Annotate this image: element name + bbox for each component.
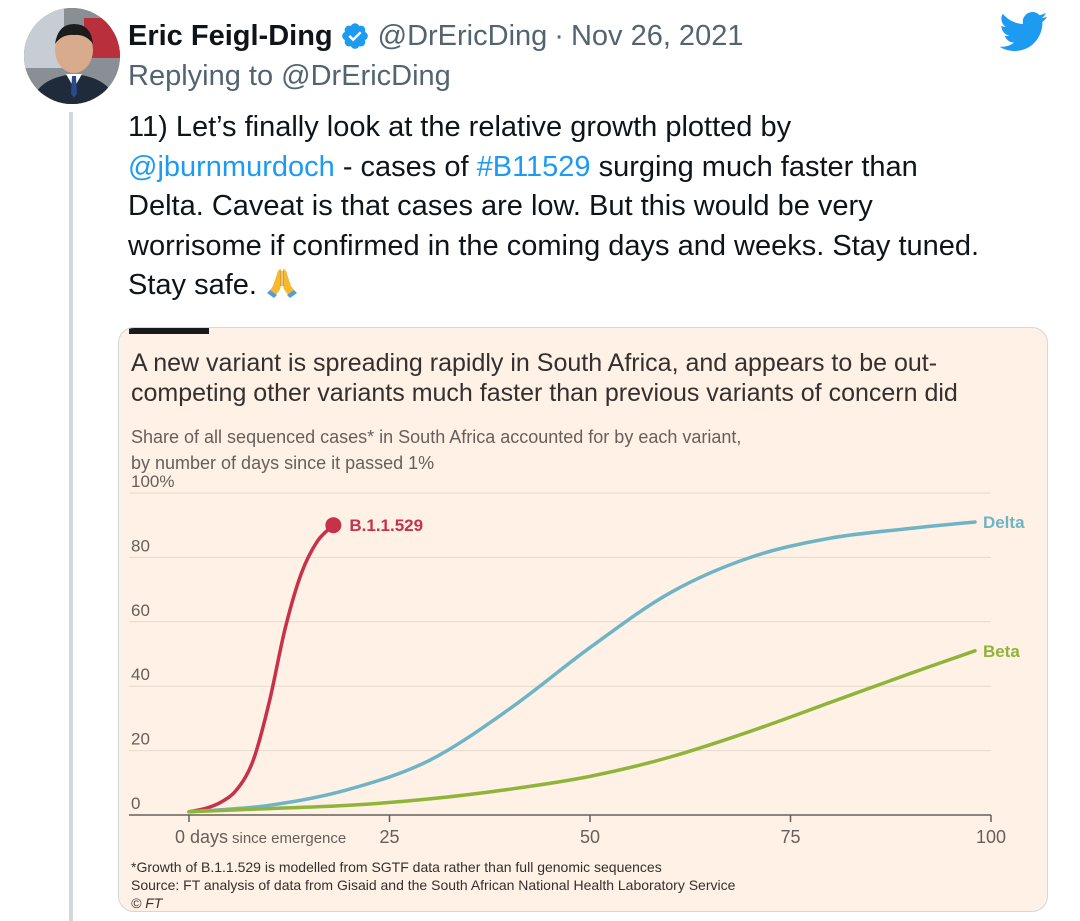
tweet-text-line-1: 11) Let’s finally look at the relative g… <box>128 111 792 143</box>
chart-title-line-1: A new variant is spreading rapidly in So… <box>131 349 938 377</box>
tweet-text-line-5: Stay safe. <box>128 266 1048 306</box>
ft-header-bar <box>129 328 209 334</box>
verified-badge-icon <box>341 23 368 49</box>
author-name[interactable]: Eric Feigl-Ding <box>128 19 333 52</box>
x-tick-label: 75 <box>780 827 800 847</box>
y-tick-label: 100% <box>131 472 174 491</box>
chart-title: A new variant is spreading rapidly in So… <box>131 348 1041 408</box>
chart-footnotes: *Growth of B.1.1.529 is modelled from SG… <box>131 858 736 911</box>
replying-to: Replying to @DrEricDing <box>128 60 451 93</box>
series-line-b-1-1-529 <box>187 523 336 814</box>
chart-credit: © FT <box>131 895 163 911</box>
tweet-text-line-4: worrisome if confirmed in the coming day… <box>128 229 980 262</box>
line-chart: 0 20 40 60 80 100% 0 days since emergence 25 50 75… <box>129 472 1025 847</box>
tweet-text-fragment: - cases of <box>334 150 477 183</box>
twitter-bird-icon[interactable] <box>1000 12 1048 52</box>
x-axis-note: since emergence <box>232 830 346 847</box>
y-tick-label: 60 <box>131 601 150 620</box>
chart-subtitle-line-2: by number of days since it passed 1% <box>131 453 435 473</box>
series-line-beta <box>187 649 977 814</box>
x-tick-label: 100 <box>976 827 1006 847</box>
avatar-image <box>24 8 120 104</box>
chart-source: Source: FT analysis of data from Gisaid … <box>131 877 736 893</box>
series-label-b-1-1-529: B.1.1.529 <box>349 516 423 535</box>
series-label-delta: Delta <box>983 513 1025 532</box>
replying-prefix: Replying to <box>128 60 282 92</box>
x-tick-label: 25 <box>379 827 399 847</box>
hashtag-link[interactable]: #B11529 <box>476 150 591 183</box>
x-tick-label: 50 <box>580 827 600 847</box>
replying-to-handle[interactable]: @DrEricDing <box>281 60 451 92</box>
tweet-text-line-2: @jburnmurdoch - cases of #B11529 surging… <box>128 148 1048 188</box>
y-tick-label: 40 <box>131 665 150 684</box>
chart-subtitle-line-1: Share of all sequenced cases* in South A… <box>131 427 742 447</box>
x-tick-label: 0 days <box>175 827 228 847</box>
tweet-text-line-3: Delta. Caveat is that cases are low. But… <box>128 190 873 222</box>
author-handle[interactable]: @DrEricDing <box>377 19 548 52</box>
mention-link[interactable]: @jburnmurdoch <box>128 150 335 183</box>
chart-subtitle: Share of all sequenced cases* in South A… <box>131 424 741 476</box>
tweet-text-fragment: surging much faster than <box>590 150 918 183</box>
avatar[interactable] <box>24 8 120 104</box>
chart-title-line-2: competing other variants much faster tha… <box>131 379 958 407</box>
header-separator: · <box>554 19 564 52</box>
y-tick-label: 20 <box>131 730 150 749</box>
folded-hands-emoji <box>267 269 298 298</box>
y-tick-label: 80 <box>131 536 150 555</box>
thread-line <box>69 112 73 921</box>
y-tick-label: 0 <box>131 794 140 813</box>
tweet-text-fragment: Stay safe. <box>128 269 266 301</box>
tweet-date[interactable]: Nov 26, 2021 <box>570 19 744 52</box>
series-end-marker-b-1-1-529 <box>325 517 342 534</box>
tweet-text: 11) Let’s finally look at the relative g… <box>128 108 1048 306</box>
chart-image-card[interactable]: A new variant is spreading rapidly in So… <box>118 327 1048 912</box>
series-label-beta: Beta <box>983 642 1020 661</box>
tweet-header: Eric Feigl-Ding @DrEricDing · Nov 26, 20… <box>128 16 743 56</box>
series-line-delta <box>187 520 977 814</box>
chart-footnote: *Growth of B.1.1.529 is modelled from SG… <box>131 859 662 875</box>
